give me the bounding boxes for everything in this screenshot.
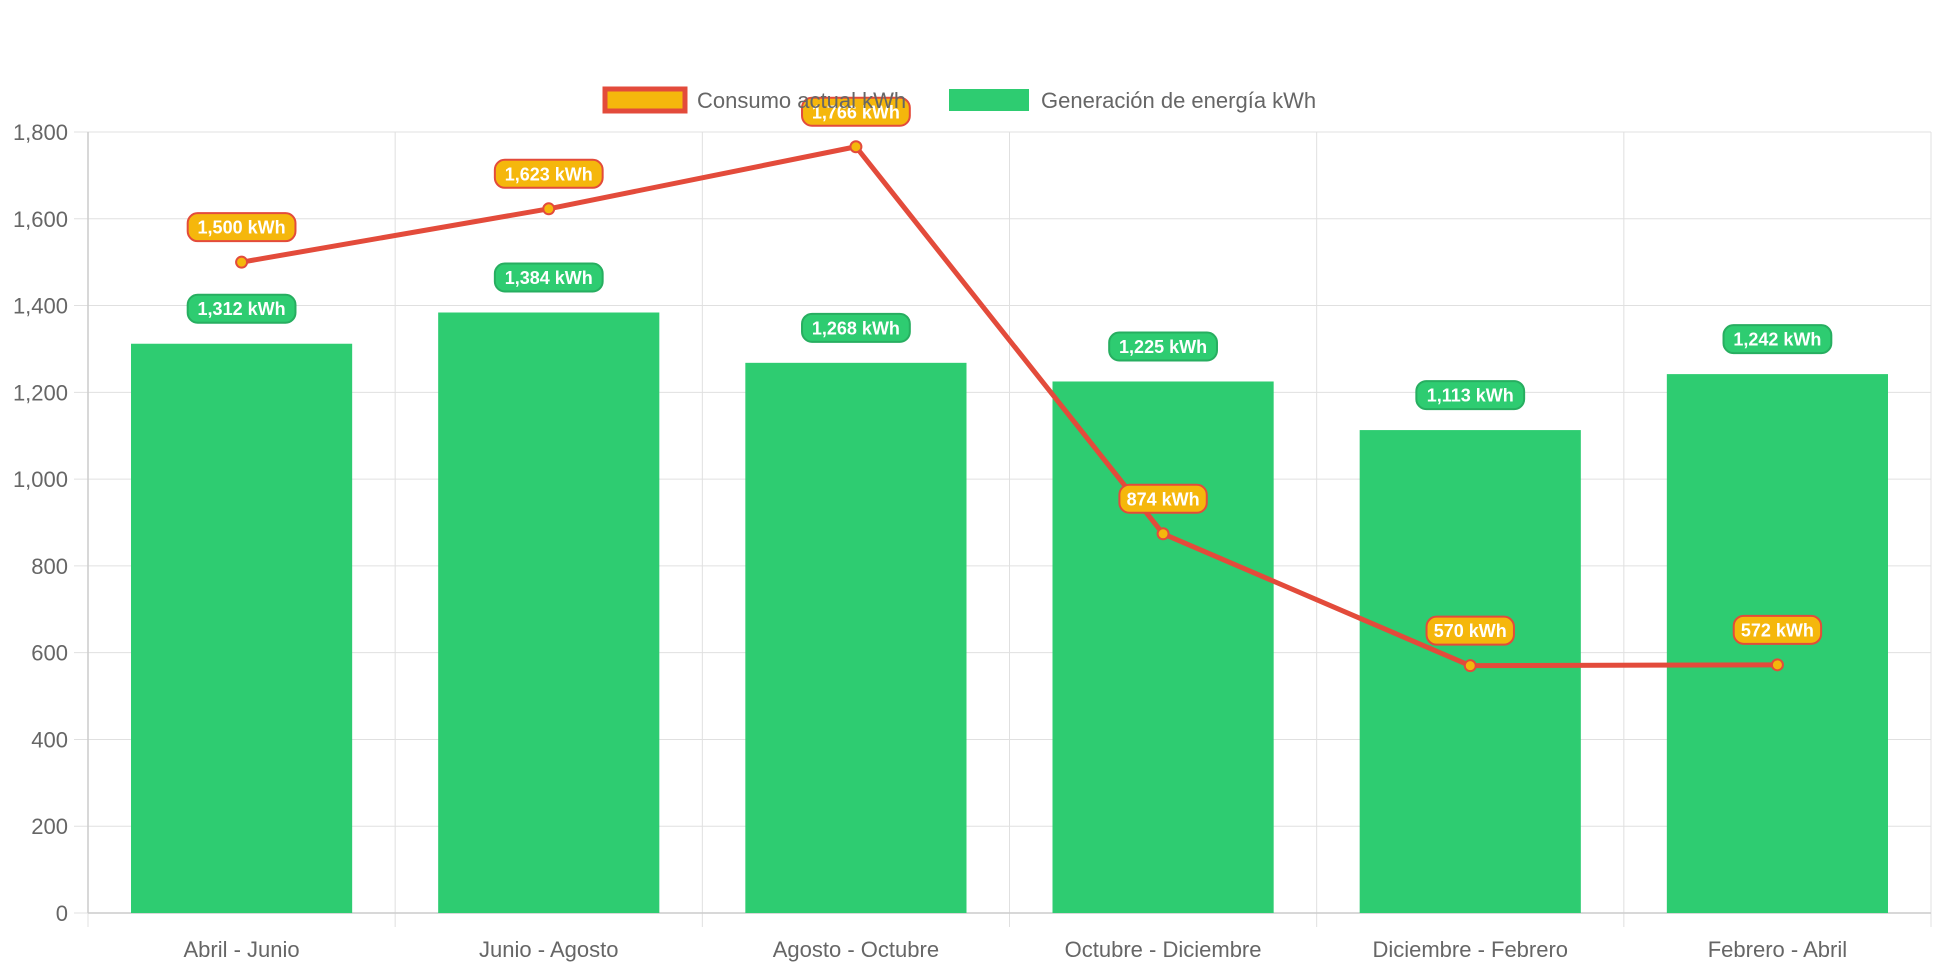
y-tick-label: 1,600 — [13, 207, 68, 232]
y-tick-label: 0 — [56, 901, 68, 926]
y-tick-label: 800 — [31, 554, 68, 579]
line-data-label: 1,500 kWh — [198, 218, 286, 238]
legend-label-generacion: Generación de energía kWh — [1041, 88, 1316, 113]
line-data-label-box — [493, 158, 604, 189]
line-data-label-box — [186, 212, 297, 243]
line-data-label-box — [1732, 614, 1823, 645]
line-data-label-box — [1118, 483, 1208, 514]
x-tick-label: Abril - Junio — [184, 937, 300, 962]
line-point — [1770, 658, 1784, 672]
bar-data-label: 1,113 kWh — [1427, 386, 1514, 406]
y-tick-label: 1,200 — [13, 380, 68, 405]
bar — [1052, 381, 1274, 914]
legend-label-consumo: Consumo actual kWh — [697, 88, 906, 113]
x-tick-label: Octubre - Diciembre — [1065, 937, 1262, 962]
bar-data-label-box — [801, 312, 911, 343]
legend-swatch-consumo — [602, 86, 688, 114]
line-point — [1156, 527, 1170, 541]
bar-data-label-box — [1108, 331, 1218, 362]
x-axis: Abril - Junio Junio - Agosto Agosto - Octu… — [184, 937, 1848, 962]
bar — [745, 362, 967, 914]
bar-data-label: 1,268 kWh — [812, 318, 900, 338]
line-data-label: 874 kWh — [1127, 489, 1200, 509]
x-tick-label: Febrero - Abril — [1708, 937, 1847, 962]
legend: Consumo actual kWh Generación de energía … — [602, 86, 1316, 114]
line-data-label: 570 kWh — [1434, 621, 1507, 641]
bar-data-label-box — [1415, 380, 1526, 411]
line-point — [1463, 659, 1477, 673]
line-data-label: 1,623 kWh — [505, 164, 593, 184]
y-tick-label: 600 — [31, 641, 68, 666]
y-tick-label: 200 — [31, 814, 68, 839]
legend-swatch-generacion — [949, 89, 1029, 111]
bar-series — [131, 312, 1888, 914]
data-labels: 1,312 kWh 1,384 kWh 1,268 kWh 1,225 kWh 1,11… — [186, 96, 1833, 646]
line-data-label-box — [801, 96, 911, 127]
x-tick-label: Agosto - Octubre — [773, 937, 939, 962]
bar-data-label: 1,242 kWh — [1733, 330, 1821, 350]
bar-data-label-box — [493, 262, 604, 293]
y-tick-label: 1,800 — [13, 120, 68, 145]
line-data-label-box — [1425, 615, 1515, 646]
bar-data-label-box — [186, 293, 297, 324]
line-point — [235, 255, 249, 269]
line-point — [849, 140, 863, 154]
line-point — [542, 202, 556, 216]
x-tick-label: Junio - Agosto — [479, 937, 618, 962]
y-tick-label: 400 — [31, 727, 68, 752]
line-points — [235, 140, 1784, 673]
bar-data-label: 1,384 kWh — [505, 268, 593, 288]
bar-data-label: 1,225 kWh — [1119, 337, 1207, 357]
line-series — [239, 144, 1780, 669]
bar — [131, 343, 353, 913]
y-axis: 0 200 400 600 800 1,000 1,200 1,400 1,600 1,800 — [13, 120, 68, 926]
y-tick-label: 1,400 — [13, 294, 68, 319]
x-tick-label: Diciembre - Febrero — [1372, 937, 1568, 962]
bar-data-label: 1,312 kWh — [198, 299, 286, 319]
bar — [438, 312, 660, 913]
bar-data-label-box — [1722, 324, 1833, 355]
y-tick-label: 1,000 — [13, 467, 68, 492]
line-series-path — [239, 144, 1780, 669]
line-data-label: 1,766 kWh — [812, 102, 900, 122]
grid-lines — [74, 131, 1932, 927]
line-data-label: 572 kWh — [1741, 620, 1814, 640]
